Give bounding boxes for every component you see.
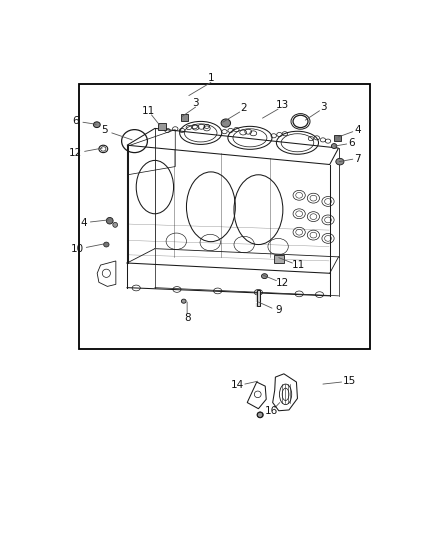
Text: 12: 12 [69, 148, 82, 158]
Text: 5: 5 [102, 125, 108, 135]
Text: 6: 6 [72, 116, 78, 126]
Ellipse shape [104, 242, 109, 247]
Ellipse shape [106, 217, 113, 224]
Bar [79, 84, 370, 349]
Text: 9: 9 [276, 305, 282, 315]
Ellipse shape [221, 119, 230, 127]
Ellipse shape [336, 158, 344, 165]
Text: 14: 14 [231, 380, 244, 390]
Bar [158, 123, 166, 130]
Bar [181, 115, 188, 120]
Ellipse shape [257, 412, 263, 418]
Bar [274, 255, 283, 263]
Text: 4: 4 [80, 218, 87, 228]
Text: 3: 3 [321, 102, 327, 111]
Text: 1: 1 [208, 74, 214, 83]
Text: 8: 8 [184, 312, 191, 322]
Ellipse shape [261, 273, 268, 279]
Text: 6: 6 [349, 138, 355, 148]
Text: 13: 13 [276, 100, 290, 110]
Text: 11: 11 [292, 260, 305, 270]
Text: 7: 7 [355, 154, 361, 164]
Ellipse shape [113, 222, 117, 227]
Text: 12: 12 [276, 278, 290, 288]
Text: 4: 4 [355, 125, 361, 135]
Text: 16: 16 [265, 406, 278, 416]
Bar [257, 290, 260, 306]
Text: 2: 2 [240, 103, 247, 113]
Bar [334, 135, 341, 141]
Text: 10: 10 [71, 245, 85, 254]
Text: 3: 3 [192, 98, 199, 108]
Ellipse shape [181, 299, 186, 303]
Text: 15: 15 [343, 376, 356, 386]
Text: 11: 11 [141, 106, 155, 116]
Ellipse shape [332, 143, 337, 149]
Ellipse shape [93, 122, 100, 127]
